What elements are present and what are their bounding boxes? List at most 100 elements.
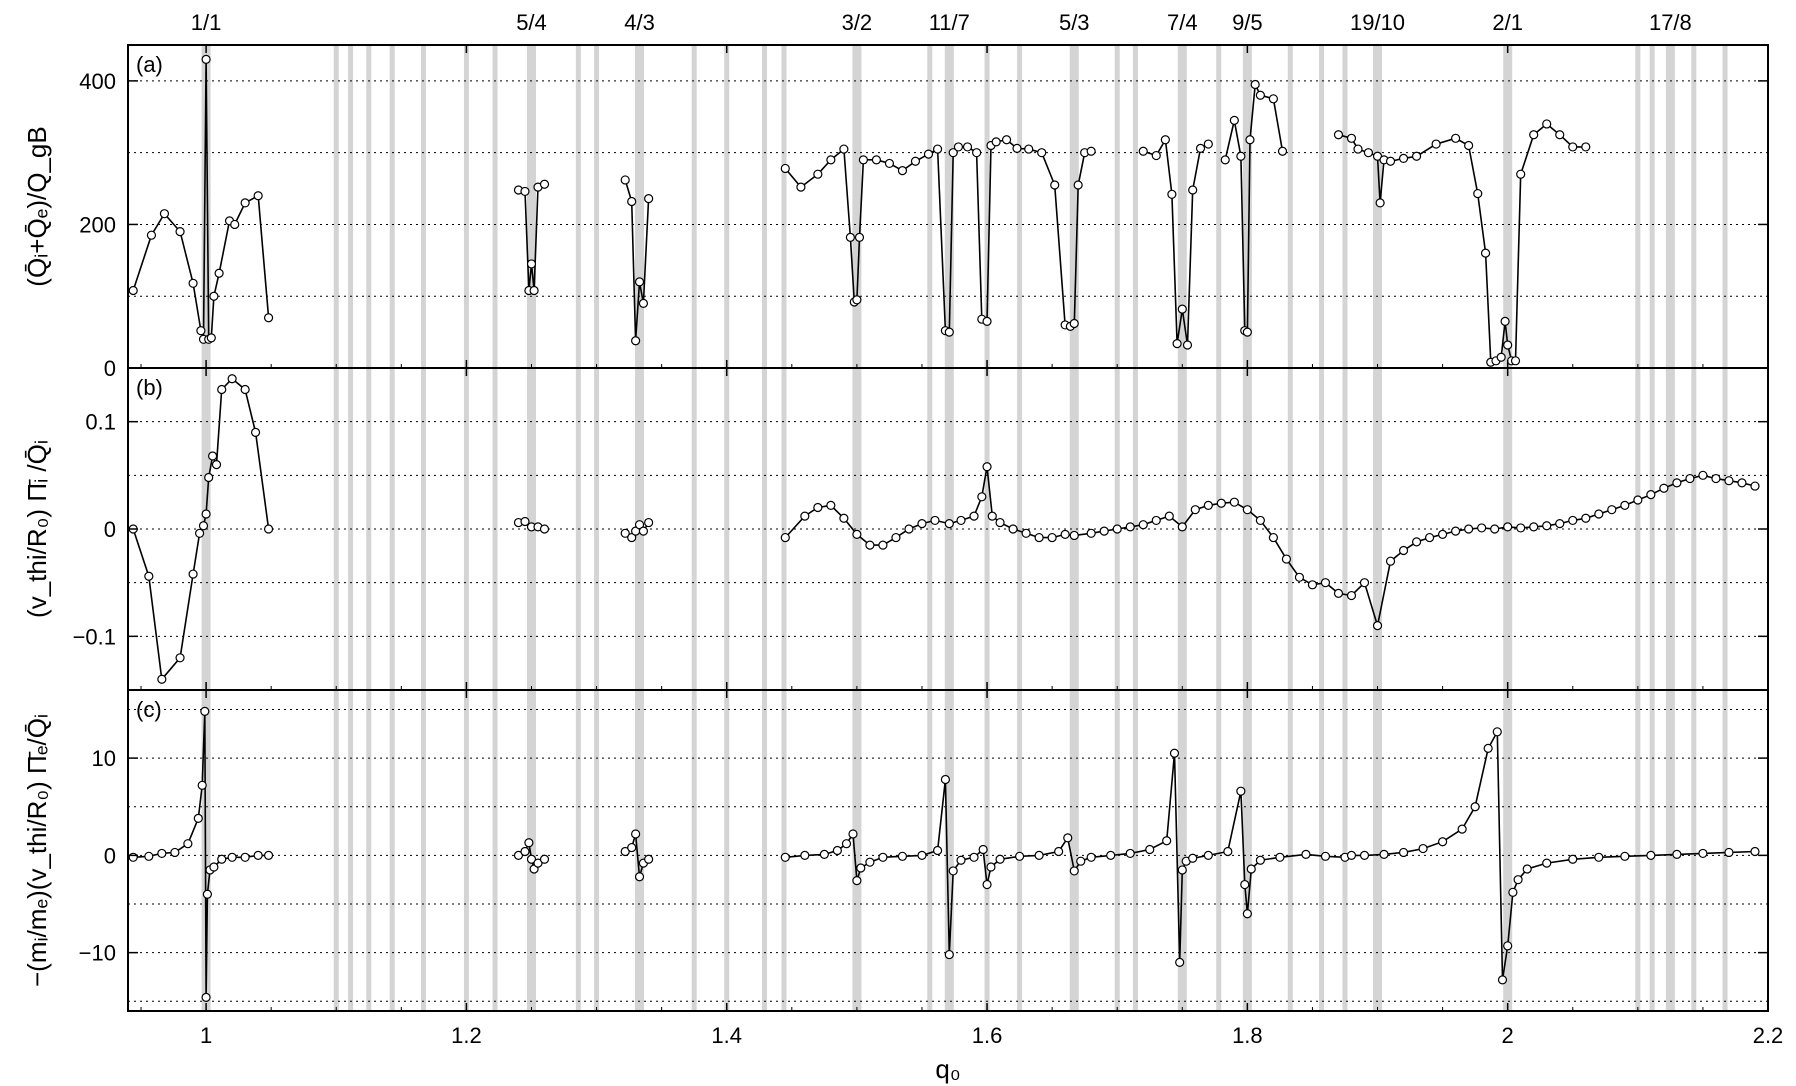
data-point xyxy=(520,516,530,527)
data-point xyxy=(1503,941,1513,951)
data-point xyxy=(1069,530,1079,541)
data-point xyxy=(856,863,866,873)
data-point xyxy=(1301,849,1311,859)
data-point xyxy=(1255,515,1265,526)
rational-band xyxy=(366,45,372,1011)
data-point xyxy=(897,851,908,861)
data-point xyxy=(923,149,934,159)
data-point xyxy=(1242,505,1252,515)
data-point xyxy=(157,848,167,859)
data-point xyxy=(1220,155,1230,165)
data-point xyxy=(1672,478,1682,488)
data-point xyxy=(1145,844,1155,855)
data-point xyxy=(977,492,987,502)
data-point xyxy=(948,148,958,158)
data-point xyxy=(995,854,1005,864)
data-point xyxy=(1001,135,1012,145)
data-point xyxy=(1750,846,1760,857)
series-line xyxy=(132,377,270,682)
rational-band xyxy=(1069,45,1079,1011)
data-point xyxy=(1346,590,1357,601)
data-point xyxy=(1024,144,1034,154)
data-point xyxy=(1047,532,1057,543)
data-point xyxy=(1346,850,1357,860)
data-point xyxy=(832,845,842,856)
x-tick-label: 2.2 xyxy=(1753,1023,1784,1048)
data-point xyxy=(1581,513,1591,523)
data-point xyxy=(1250,79,1260,90)
data-point xyxy=(159,209,170,219)
data-point xyxy=(644,854,654,864)
data-point xyxy=(1451,526,1461,536)
data-point xyxy=(826,155,836,165)
data-point xyxy=(1346,133,1357,143)
rational-band xyxy=(1373,45,1383,1011)
rational-band xyxy=(333,45,339,1011)
data-point xyxy=(948,866,958,876)
data-point xyxy=(1477,523,1487,533)
data-point xyxy=(1516,169,1526,179)
data-point xyxy=(800,511,810,521)
data-point xyxy=(1112,524,1122,534)
panel-tag: (a) xyxy=(136,52,163,77)
data-point xyxy=(826,500,836,510)
x-tick-label: 1.6 xyxy=(972,1023,1003,1048)
data-point xyxy=(1275,852,1285,862)
data-point xyxy=(982,462,992,472)
data-point xyxy=(524,838,534,848)
data-point xyxy=(1138,146,1148,156)
data-point xyxy=(1164,511,1174,521)
data-point xyxy=(1451,133,1461,143)
data-point xyxy=(627,842,637,853)
data-point xyxy=(854,232,865,242)
data-point xyxy=(1229,115,1239,125)
data-point xyxy=(1542,521,1552,531)
data-point xyxy=(1320,851,1331,861)
data-point xyxy=(1236,786,1246,796)
data-point xyxy=(1162,836,1172,846)
rational-label: 11/7 xyxy=(929,10,970,35)
data-point xyxy=(956,515,966,526)
rational-band xyxy=(1132,45,1138,1011)
data-point xyxy=(1431,139,1441,149)
y-tick-label: 0 xyxy=(104,843,116,868)
data-point xyxy=(1320,578,1331,588)
rational-label: 5/4 xyxy=(516,10,547,35)
rational-band xyxy=(463,45,469,1011)
data-point xyxy=(1012,143,1022,153)
data-point xyxy=(932,845,943,856)
data-point xyxy=(631,829,641,839)
data-point xyxy=(644,517,654,528)
data-point xyxy=(529,285,539,296)
data-point xyxy=(987,511,997,521)
data-point xyxy=(780,852,790,862)
data-point xyxy=(1151,150,1161,161)
rational-band xyxy=(1635,45,1641,1011)
y-axis-label: −(mᵢ/mₑ)(v_thi/R₀) Π̄ₑ/Q̄ᵢ xyxy=(22,714,52,987)
data-point xyxy=(175,653,185,663)
data-point xyxy=(1069,866,1079,876)
data-point xyxy=(217,384,227,395)
data-point xyxy=(533,858,543,868)
data-point xyxy=(1513,875,1523,885)
x-tick-label: 1.8 xyxy=(1232,1023,1263,1048)
data-point xyxy=(196,326,206,336)
data-point xyxy=(1750,481,1760,491)
data-point xyxy=(1223,846,1233,857)
data-point xyxy=(1620,851,1630,861)
data-point xyxy=(1698,470,1708,480)
data-point xyxy=(956,855,966,865)
data-point xyxy=(1672,849,1682,859)
data-point xyxy=(1063,833,1073,843)
rational-band xyxy=(348,45,354,1011)
data-point xyxy=(1503,340,1513,350)
x-tick-label: 1.4 xyxy=(711,1023,742,1048)
data-point xyxy=(1086,146,1096,156)
data-point xyxy=(1138,520,1148,530)
data-point xyxy=(144,571,154,581)
y-tick-label: −10 xyxy=(79,941,116,966)
data-point xyxy=(1470,802,1480,812)
data-point xyxy=(1659,483,1669,493)
data-point xyxy=(995,517,1005,528)
data-point xyxy=(634,277,645,287)
